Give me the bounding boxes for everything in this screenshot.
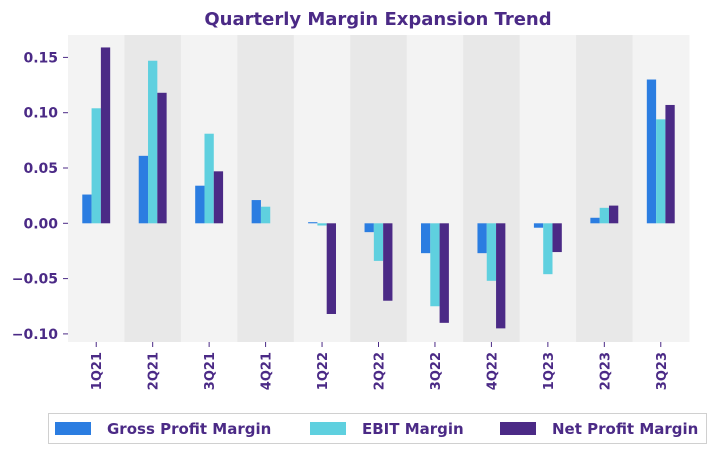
bar-ebit-margin-3q21 (204, 133, 214, 224)
legend-swatch (55, 422, 91, 435)
chart-title: Quarterly Margin Expansion Trend (204, 9, 551, 30)
background-band (237, 35, 295, 342)
bar-net-profit-margin-2q22 (383, 223, 393, 301)
legend-swatch (310, 422, 346, 435)
bar-ebit-margin-2q23 (599, 207, 609, 224)
legend-label: Net Profit Margin (552, 419, 699, 438)
bar-gross-profit-margin-1q22 (308, 222, 318, 224)
y-tick-label: −0.05 (12, 272, 58, 288)
bar-ebit-margin-4q22 (486, 223, 497, 281)
bar-net-profit-margin-3q21 (213, 171, 224, 224)
bar-ebit-margin-2q21 (148, 60, 158, 224)
bar-gross-profit-margin-1q21 (82, 194, 92, 224)
x-tick-label: 4Q21 (260, 352, 275, 390)
bar-ebit-margin-4q21 (260, 206, 271, 224)
y-tick-label: 0.15 (23, 50, 58, 66)
bar-net-profit-margin-1q22 (326, 223, 336, 314)
bar-gross-profit-margin-1q23 (533, 223, 544, 228)
x-tick-label: 4Q22 (485, 352, 500, 390)
background-band (576, 35, 634, 342)
y-tick-label: 0.10 (23, 106, 58, 122)
bar-gross-profit-margin-4q22 (477, 223, 487, 254)
x-tick-label: 1Q21 (90, 352, 105, 390)
background-band (519, 35, 577, 342)
x-tick-label: 1Q23 (542, 352, 557, 390)
legend-swatch (500, 422, 536, 435)
background-bands (68, 35, 690, 342)
bar-ebit-margin-1q22 (317, 223, 327, 226)
bar-ebit-margin-2q22 (373, 223, 384, 261)
y-tick-label: 0.00 (23, 216, 58, 232)
bar-ebit-margin-1q21 (91, 108, 101, 224)
legend-item-ebit-margin[interactable]: EBIT Margin (310, 414, 464, 443)
bar-net-profit-margin-2q23 (608, 205, 619, 224)
x-axis: 1Q21 2Q21 3Q21 4Q21 1Q22 2Q22 3Q22 4Q22 1Q23 2Q23… (90, 342, 670, 390)
bar-gross-profit-margin-2q23 (590, 217, 600, 224)
x-tick-label: 3Q22 (429, 352, 444, 390)
bar-net-profit-margin-3q22 (439, 223, 449, 323)
y-tick-label: −0.10 (12, 327, 59, 343)
bar-ebit-margin-1q23 (543, 223, 553, 275)
bar-gross-profit-margin-3q23 (646, 79, 657, 224)
bar-ebit-margin-3q23 (656, 119, 666, 224)
legend-label: EBIT Margin (362, 419, 464, 438)
x-tick-label: 2Q23 (598, 352, 613, 390)
bar-net-profit-margin-1q21 (100, 47, 111, 224)
bar-net-profit-margin-4q22 (496, 223, 506, 329)
bars (82, 47, 675, 329)
x-tick-label: 2Q21 (147, 352, 162, 390)
bar-ebit-margin-3q22 (430, 223, 440, 307)
bar-gross-profit-margin-4q21 (251, 200, 261, 224)
x-tick-label: 3Q23 (655, 352, 670, 390)
background-band (350, 35, 408, 342)
legend-item-net-profit-margin[interactable]: Net Profit Margin (500, 414, 698, 443)
x-tick-label: 3Q21 (203, 352, 218, 390)
bar-gross-profit-margin-3q21 (195, 185, 205, 224)
x-tick-label: 2Q22 (373, 352, 388, 390)
y-tick-label: 0.05 (23, 161, 58, 177)
background-band (293, 35, 351, 342)
legend-item-gross-profit-margin[interactable]: Gross Profit Margin (55, 414, 271, 443)
bar-net-profit-margin-2q21 (157, 92, 167, 224)
bar-net-profit-margin-1q23 (552, 223, 562, 253)
background-band (463, 35, 521, 342)
x-tick-label: 1Q22 (316, 352, 331, 390)
legend: Gross Profit Margin EBIT Margin Net Prof… (48, 413, 707, 444)
bar-net-profit-margin-3q23 (665, 104, 675, 224)
bar-gross-profit-margin-2q21 (138, 155, 149, 224)
bar-gross-profit-margin-3q22 (421, 223, 431, 254)
legend-label: Gross Profit Margin (107, 419, 272, 438)
y-axis: 0.15 0.10 0.05 0.00 −0.05 −0.10 (12, 50, 68, 343)
bar-gross-profit-margin-2q22 (364, 223, 374, 233)
